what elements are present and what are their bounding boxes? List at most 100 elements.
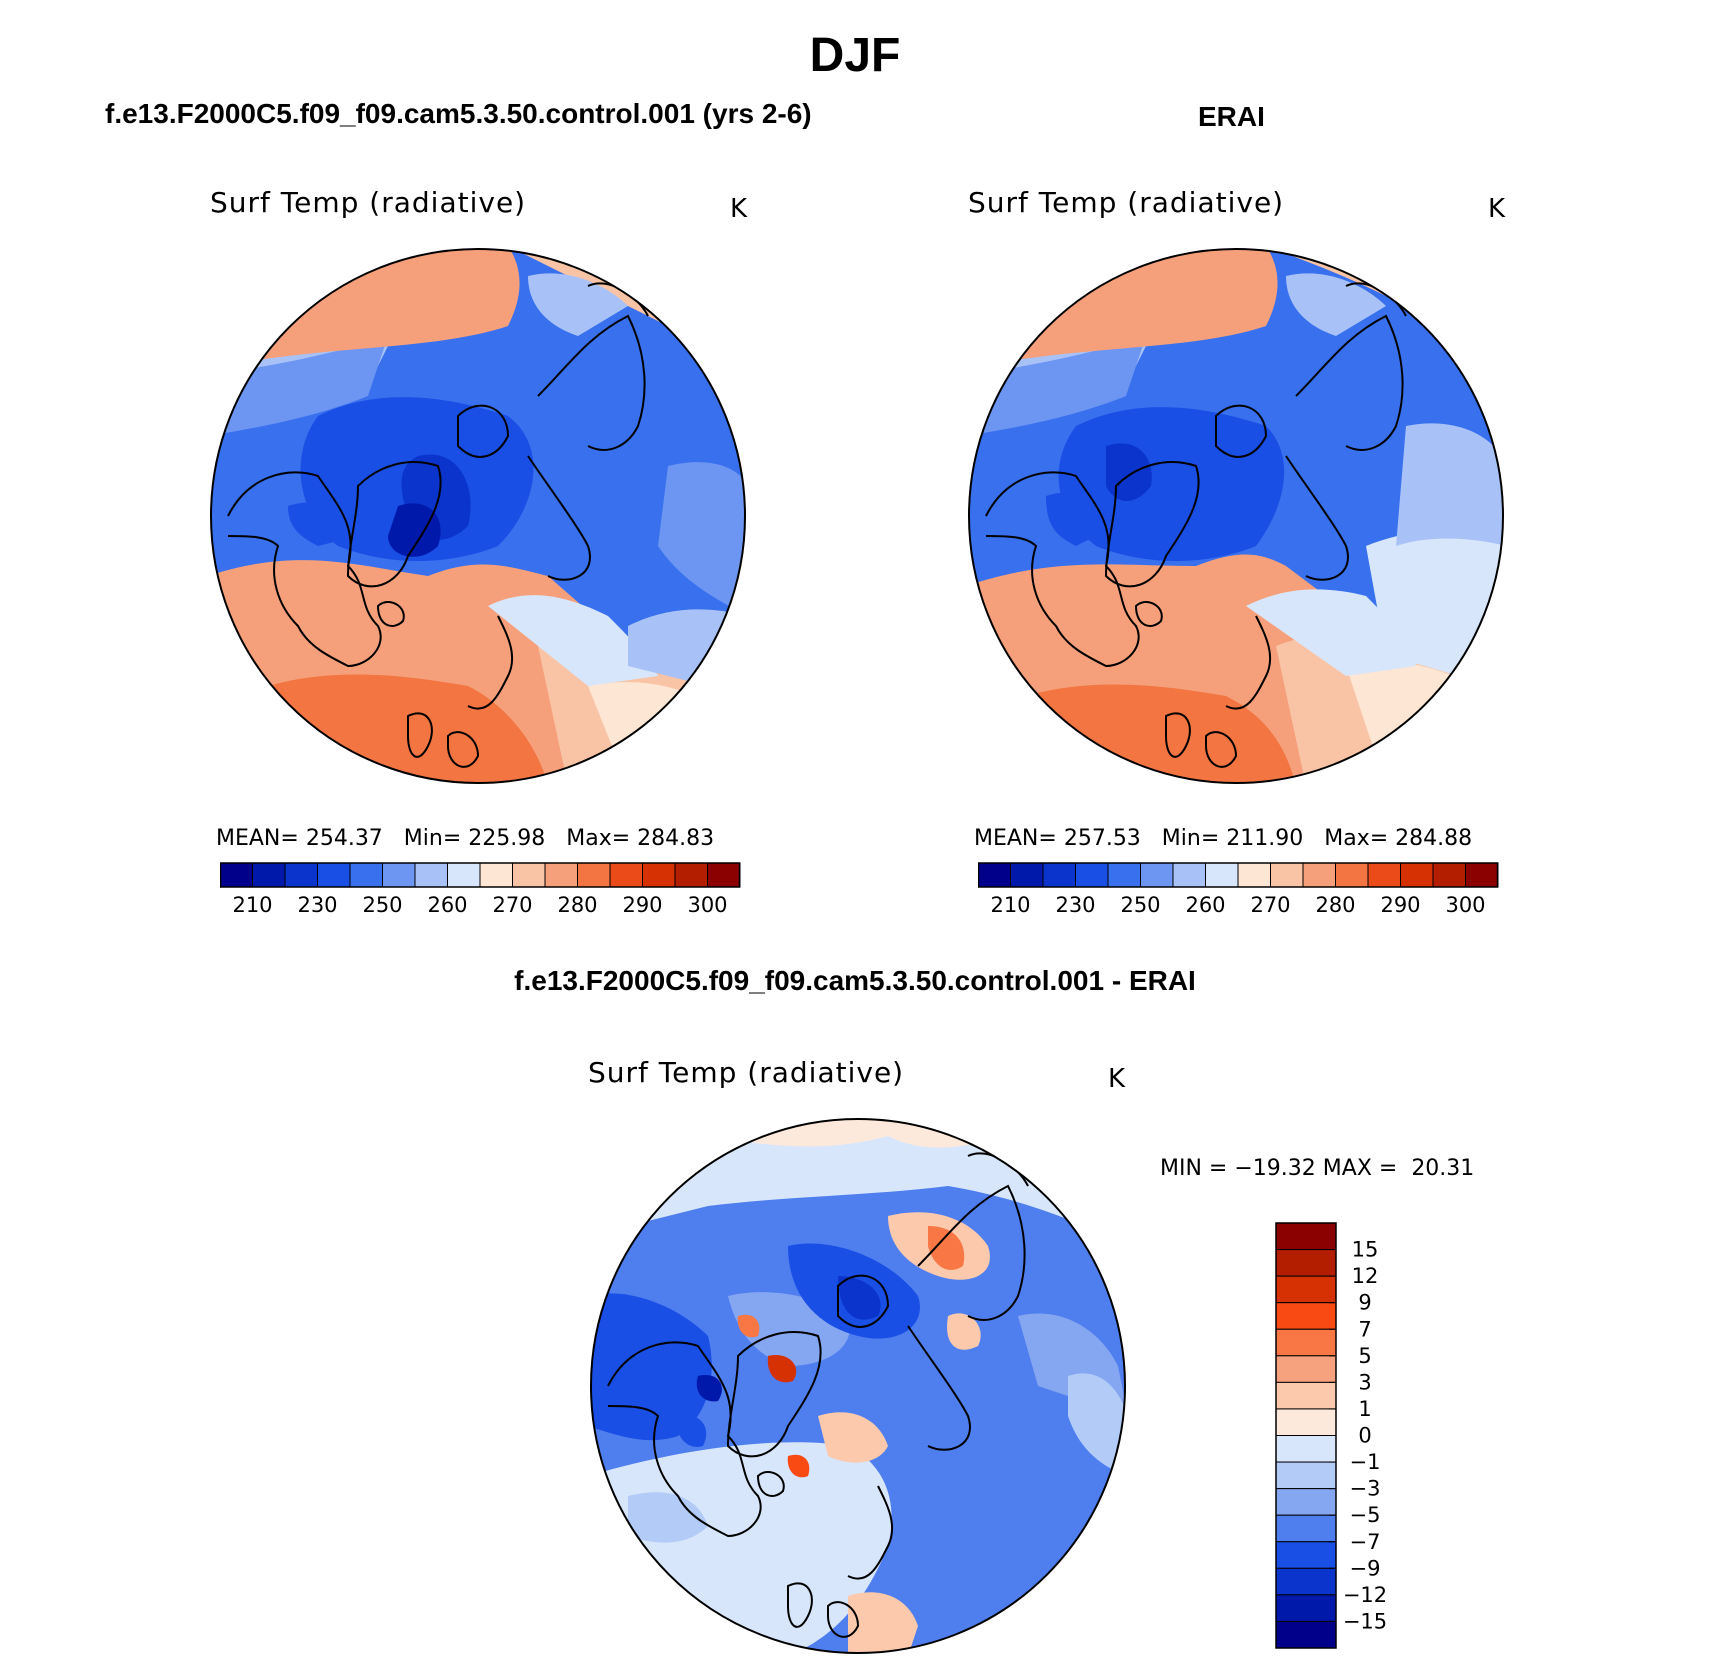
right-panel-title: Surf Temp (radiative) <box>968 186 1285 219</box>
diff-colorbar-tick-label: −5 <box>1350 1503 1381 1527</box>
diff-colorbar-box <box>1275 1488 1337 1516</box>
left-colorbar-box <box>642 862 676 888</box>
left-colorbar-tick-label: 290 <box>622 893 662 917</box>
right-colorbar-box <box>978 862 1011 888</box>
left-mean-value: 254.37 <box>305 826 383 851</box>
left-panel-units: K <box>730 194 748 224</box>
diff-colorbar-tick-label: 5 <box>1358 1344 1371 1368</box>
left-mean-label: MEAN= <box>216 826 299 851</box>
left-colorbar-box <box>382 862 416 888</box>
right-colorbar-tick-label: 300 <box>1445 893 1485 917</box>
left-colorbar-tick-label: 300 <box>687 893 727 917</box>
left-colorbar-box <box>414 862 448 888</box>
right-colorbar-box <box>1042 862 1076 888</box>
left-colorbar-box <box>707 862 741 888</box>
diff-colorbar-box <box>1275 1514 1337 1543</box>
diff-colorbar-box <box>1275 1408 1337 1436</box>
diff-colorbar-box <box>1275 1355 1337 1383</box>
left-colorbar-box <box>220 862 253 888</box>
diff-colorbar-box <box>1275 1461 1337 1490</box>
diff-polar-map <box>590 1118 1126 1654</box>
left-colorbar-tick-label: 260 <box>427 893 467 917</box>
left-case-title: f.e13.F2000C5.f09_f09.cam5.3.50.control.… <box>105 98 812 129</box>
diff-colorbar-tick-label: 15 <box>1352 1238 1379 1262</box>
diff-colorbar-box <box>1275 1222 1337 1251</box>
diff-panel-units: K <box>1108 1064 1126 1094</box>
left-colorbar-box <box>544 862 578 888</box>
diff-colorbar-box <box>1275 1302 1337 1330</box>
left-panel-title: Surf Temp (radiative) <box>210 186 527 219</box>
left-colorbar-tick-label: 280 <box>557 893 597 917</box>
left-colorbar-box <box>609 862 643 888</box>
left-colorbar-box <box>317 862 351 888</box>
right-mean-label: MEAN= <box>974 826 1057 851</box>
right-colorbar-box <box>1302 862 1336 888</box>
right-colorbar-box <box>1205 862 1239 888</box>
right-colorbar-tick-label: 280 <box>1315 893 1355 917</box>
diff-max-value: 20.31 <box>1411 1156 1475 1181</box>
right-colorbar-box <box>1237 862 1271 888</box>
right-colorbar-tick-label: 210 <box>990 893 1030 917</box>
diff-panel-title: Surf Temp (radiative) <box>588 1056 905 1089</box>
left-colorbar-tick-label: 230 <box>297 893 337 917</box>
left-colorbar-box <box>674 862 708 888</box>
right-colorbar-tick-label: 260 <box>1185 893 1225 917</box>
left-colorbar-tick-label: 210 <box>232 893 272 917</box>
left-colorbar-box <box>252 862 286 888</box>
right-colorbar-tick-label: 270 <box>1250 893 1290 917</box>
right-panel-units: K <box>1488 194 1506 224</box>
right-stats: MEAN= 257.53 Min= 211.90 Max= 284.88 <box>974 826 1472 851</box>
left-colorbar-box <box>284 862 318 888</box>
left-colorbar-box <box>479 862 513 888</box>
right-colorbar-box <box>1465 862 1499 888</box>
right-colorbar-box <box>1400 862 1434 888</box>
diff-colorbar-box <box>1275 1275 1337 1304</box>
diff-colorbar-tick-label: 0 <box>1358 1424 1371 1448</box>
left-colorbar-tick-label: 270 <box>492 893 532 917</box>
diff-colorbar-tick-label: −7 <box>1350 1530 1381 1554</box>
figure-title: DJF <box>809 29 901 82</box>
left-colorbar-box <box>577 862 611 888</box>
diff-colorbar-tick-label: −12 <box>1343 1583 1387 1607</box>
left-colorbar-box <box>349 862 383 888</box>
diff-colorbar-tick-label: 1 <box>1358 1397 1371 1421</box>
diff-colorbar-tick-label: −9 <box>1350 1556 1381 1580</box>
diff-colorbar-tick-label: −1 <box>1350 1450 1381 1474</box>
right-min-value: 211.90 <box>1226 826 1304 851</box>
right-colorbar-box <box>1367 862 1401 888</box>
diff-colorbar-box <box>1275 1435 1337 1463</box>
right-max-value: 284.88 <box>1395 826 1473 851</box>
right-max-label: Max= <box>1324 826 1389 851</box>
diff-min-value: −19.32 <box>1234 1156 1316 1181</box>
left-colorbar-tick-label: 250 <box>362 893 402 917</box>
diff-colorbar-tick-label: 12 <box>1352 1264 1379 1288</box>
left-stats: MEAN= 254.37 Min= 225.98 Max= 284.83 <box>216 826 714 851</box>
right-colorbar-tick-label: 230 <box>1055 893 1095 917</box>
left-polar-map <box>210 248 746 784</box>
diff-colorbar-box <box>1275 1249 1337 1277</box>
right-colorbar-box <box>1270 862 1304 888</box>
diff-max-label: MAX = <box>1322 1156 1398 1181</box>
left-colorbar-box <box>447 862 481 888</box>
diff-colorbar-box <box>1275 1328 1337 1357</box>
right-colorbar-box <box>1140 862 1174 888</box>
diff-min-label: MIN = <box>1160 1156 1228 1181</box>
right-colorbar-frame <box>978 862 1499 888</box>
right-min-label: Min= <box>1161 826 1220 851</box>
left-colorbar-box <box>512 862 546 888</box>
left-min-value: 225.98 <box>468 826 546 851</box>
right-colorbar-box <box>1075 862 1109 888</box>
right-colorbar-box <box>1010 862 1044 888</box>
right-colorbar-box <box>1172 862 1206 888</box>
diff-colorbar-tick-label: 3 <box>1358 1370 1371 1394</box>
right-polar-map <box>968 248 1504 784</box>
diff-colorbar-tick-label: −3 <box>1350 1477 1381 1501</box>
right-colorbar-tick-label: 250 <box>1120 893 1160 917</box>
diff-colorbar-tick-label: −15 <box>1343 1609 1387 1633</box>
right-colorbar-box <box>1432 862 1466 888</box>
right-mean-value: 257.53 <box>1063 826 1141 851</box>
left-max-label: Max= <box>566 826 631 851</box>
left-colorbar: 210 230 250 260 270 280 290 300 <box>220 862 741 917</box>
left-max-value: 284.83 <box>637 826 715 851</box>
diff-colorbar-box <box>1275 1620 1337 1649</box>
